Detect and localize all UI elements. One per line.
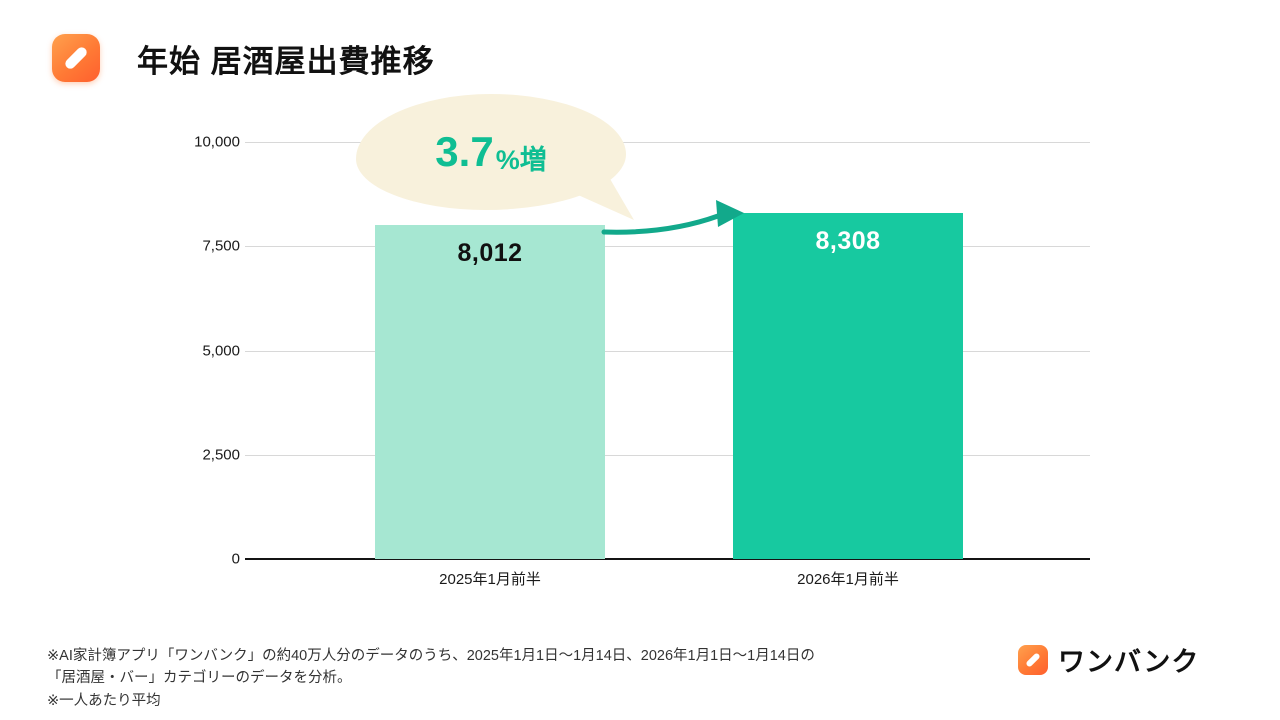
annotation-arrow [558,172,744,235]
y-tick-label: 2,500 [202,446,240,464]
bar-2026: 8,308 [733,213,963,559]
x-label-2026: 2026年1月前半 [797,571,899,588]
footnote-line-3: ※一人あたり平均 [47,692,161,709]
annotation-unit: %増 [495,144,547,175]
y-tick-label: 5,000 [202,342,240,359]
bar-2025: 8,012 [375,225,605,559]
brand-logo: ワンバンク [1018,640,1199,679]
bar-value-2026: 8,308 [815,227,881,255]
header: 年始 居酒屋出費推移 [52,34,435,82]
footnote-line-1: ※AI家計簿アプリ「ワンバンク」の約40万人分のデータのうち、2025年1月1日… [47,648,815,664]
x-axis-line [245,558,1090,560]
x-label-2025: 2025年1月前半 [439,571,541,588]
gridline [245,142,1090,143]
app-logo-icon [52,34,100,82]
bar-value-2025: 8,012 [457,239,523,267]
footnote-line-2: 「居酒屋・バー」カテゴリーのデータを分析。 [47,670,352,687]
gridline [245,455,1090,456]
footnotes: ※AI家計簿アプリ「ワンバンク」の約40万人分のデータのうち、2025年1月1日… [47,645,815,712]
brand-name: ワンバンク [1058,647,1200,677]
gridline [245,246,1090,247]
y-tick-label: 10,000 [194,133,240,151]
bubble-tail [558,172,634,220]
page-title: 年始 居酒屋出費推移 [137,43,435,79]
y-tick-label: 0 [231,550,240,568]
y-tick-label: 7,500 [202,237,240,255]
arrow-head-icon [716,200,744,227]
annotation-value: 3.7 [435,128,494,175]
brand-logo-icon [1018,644,1048,675]
pen-icon [1025,651,1041,668]
arrow-line-icon [601,213,721,235]
gridline [245,351,1090,352]
